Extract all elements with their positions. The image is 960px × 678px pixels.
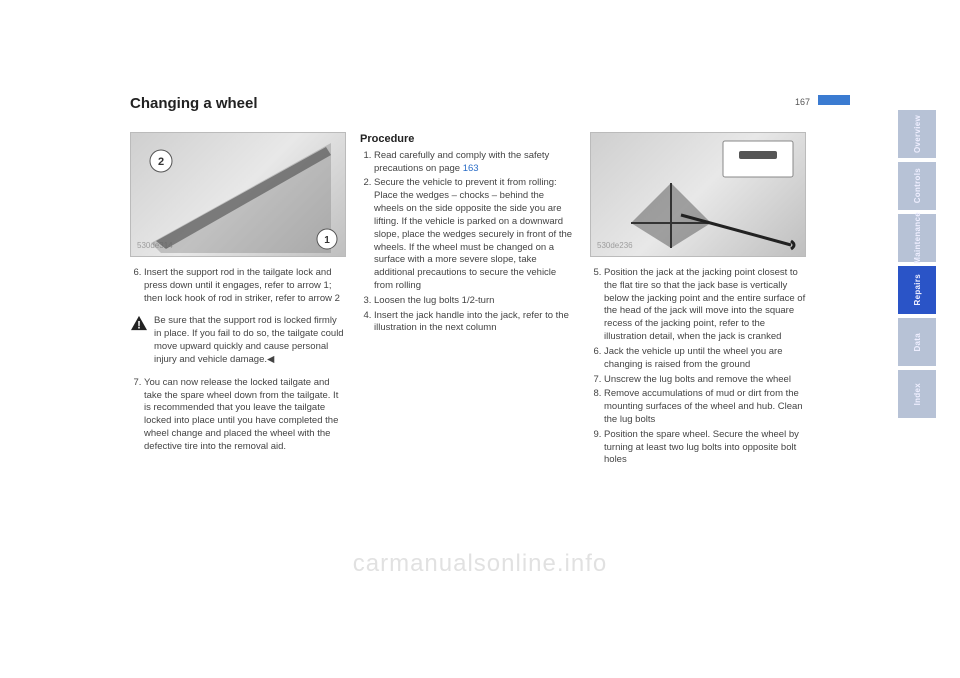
section-tabs: Overview Controls Maintenance Repairs Da… [898, 110, 936, 418]
col3-step-8: Remove accumulations of mud or dirt from… [604, 388, 806, 426]
col3-step-5: Position the jack at the jacking point c… [604, 267, 806, 344]
tab-overview[interactable]: Overview [898, 110, 936, 158]
col1-step-6: Insert the support rod in the tailgate l… [144, 267, 346, 305]
figure-support-rod: 2 1 530de314 [130, 132, 346, 257]
col1-list-b: You can now release the locked tailgate … [130, 377, 346, 454]
col2-step-1-text: Read carefully and comply with the safet… [374, 150, 549, 174]
column-3: 530de236 Position the jack at the jackin… [590, 132, 806, 469]
svg-text:2: 2 [158, 156, 164, 168]
tab-overview-label: Overview [913, 115, 922, 153]
col3-step-7: Unscrew the lug bolts and remove the whe… [604, 374, 806, 387]
procedure-heading: Procedure [360, 132, 576, 147]
warning-note: ! Be sure that the support rod is locked… [130, 315, 346, 366]
warning-icon: ! [130, 315, 148, 331]
col3-list: Position the jack at the jacking point c… [590, 267, 806, 467]
tab-controls-label: Controls [913, 168, 922, 203]
col1-list-a: Insert the support rod in the tailgate l… [130, 267, 346, 305]
col1-step-7: You can now release the locked tailgate … [144, 377, 346, 454]
figure-code-1: 530de314 [137, 241, 173, 252]
tab-index[interactable]: Index [898, 370, 936, 418]
manual-page: Changing a wheel 167 2 1 530de314 Insert… [130, 95, 880, 595]
tab-data[interactable]: Data [898, 318, 936, 366]
content-columns: 2 1 530de314 Insert the support rod in t… [130, 132, 880, 469]
column-1: 2 1 530de314 Insert the support rod in t… [130, 132, 346, 469]
tab-data-label: Data [913, 333, 922, 352]
col3-step-9: Position the spare wheel. Secure the whe… [604, 429, 806, 467]
tab-repairs-label: Repairs [913, 274, 922, 305]
column-2: Procedure Read carefully and comply with… [360, 132, 576, 469]
svg-text:!: ! [137, 320, 141, 332]
tab-controls[interactable]: Controls [898, 162, 936, 210]
end-mark: ◀ [267, 354, 274, 365]
tab-repairs[interactable]: Repairs [898, 266, 936, 314]
tab-maintenance[interactable]: Maintenance [898, 214, 936, 262]
col2-step-1: Read carefully and comply with the safet… [374, 150, 576, 176]
col2-step-4: Insert the jack handle into the jack, re… [374, 310, 576, 336]
page-title: Changing a wheel [130, 95, 880, 112]
warning-body: Be sure that the support rod is locked f… [154, 315, 344, 364]
col2-step-3: Loosen the lug bolts 1/2-turn [374, 295, 576, 308]
tab-index-label: Index [913, 383, 922, 405]
svg-text:1: 1 [324, 235, 330, 246]
tab-maintenance-label: Maintenance [913, 212, 922, 264]
col2-step-2: Secure the vehicle to prevent it from ro… [374, 177, 576, 292]
page-number: 167 [795, 97, 810, 107]
col2-list: Read carefully and comply with the safet… [360, 150, 576, 335]
page-link-163[interactable]: 163 [463, 163, 479, 174]
figure-code-2: 530de236 [597, 241, 633, 252]
figure-jack: 530de236 [590, 132, 806, 257]
page-accent-bar [818, 95, 850, 105]
col3-step-6: Jack the vehicle up until the wheel you … [604, 346, 806, 372]
warning-text: Be sure that the support rod is locked f… [154, 315, 346, 366]
